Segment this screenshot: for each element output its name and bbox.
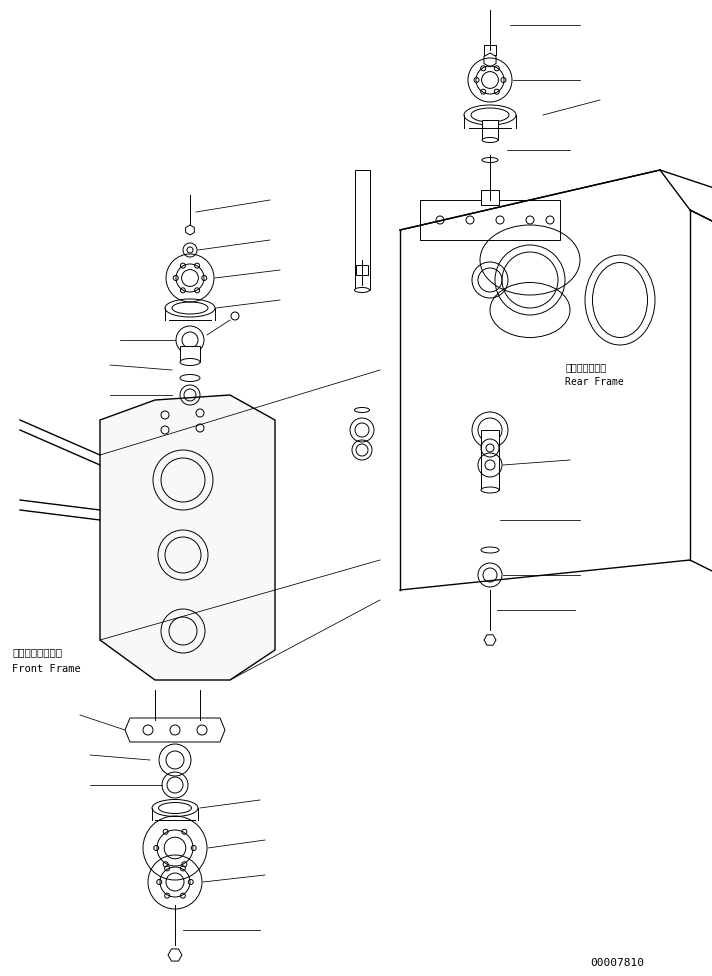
Ellipse shape xyxy=(180,358,200,365)
Bar xyxy=(356,265,368,275)
Polygon shape xyxy=(168,949,182,961)
Ellipse shape xyxy=(482,138,498,142)
Bar xyxy=(482,120,498,140)
Ellipse shape xyxy=(481,547,499,553)
Text: フロントフレーム: フロントフレーム xyxy=(12,647,62,657)
Polygon shape xyxy=(100,395,275,680)
Ellipse shape xyxy=(482,157,498,162)
Bar xyxy=(355,170,370,290)
Text: Rear Frame: Rear Frame xyxy=(565,377,624,387)
Polygon shape xyxy=(484,53,496,67)
Ellipse shape xyxy=(355,288,370,293)
Text: リヤーフレーム: リヤーフレーム xyxy=(565,362,606,372)
Ellipse shape xyxy=(180,375,200,382)
Bar xyxy=(481,430,499,490)
Text: 00007810: 00007810 xyxy=(590,958,644,968)
Ellipse shape xyxy=(355,408,370,413)
Bar xyxy=(180,346,200,362)
Ellipse shape xyxy=(481,487,499,493)
Polygon shape xyxy=(484,634,496,645)
Bar xyxy=(484,45,496,55)
Text: Front Frame: Front Frame xyxy=(12,664,80,674)
Polygon shape xyxy=(186,225,194,235)
Bar xyxy=(481,190,499,205)
